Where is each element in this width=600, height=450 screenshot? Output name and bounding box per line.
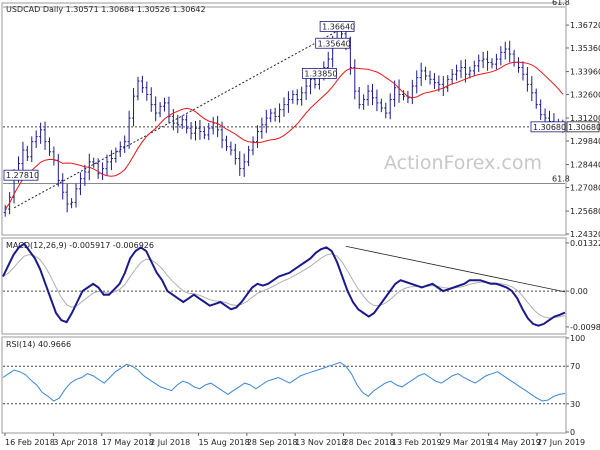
watermark: ActionForex.com bbox=[384, 152, 542, 174]
price-annotation-box bbox=[302, 68, 337, 79]
price-annotation-box bbox=[530, 121, 566, 133]
x-tick-label: 27 Jun 2019 bbox=[537, 438, 585, 447]
macd-y-tick-label: -0.00982 bbox=[570, 323, 600, 332]
rsi-layer: 100 70 30 0 bbox=[2, 334, 585, 437]
price-panel-frame bbox=[1, 2, 567, 236]
moving-average-line bbox=[4, 61, 564, 210]
price-annotation-box bbox=[3, 169, 39, 181]
rsi-line bbox=[2, 361, 566, 402]
price-y-tick-label: 1.29840 bbox=[570, 137, 600, 146]
x-tick-label: 28 Dec 2018 bbox=[344, 438, 395, 447]
x-tick-label: 14 May 2019 bbox=[489, 438, 541, 447]
rsi-y-tick-label: 30 bbox=[570, 400, 580, 409]
x-tick-label: 3 Apr 2018 bbox=[53, 438, 97, 447]
x-tick-label: 15 Aug 2018 bbox=[198, 438, 249, 447]
price-y-tick-label: 1.24320 bbox=[570, 230, 600, 239]
last-price-tag bbox=[566, 121, 600, 133]
rsi-y-tick-label: 70 bbox=[570, 362, 580, 371]
macd-y-tick-label: 0.00 bbox=[570, 287, 588, 296]
macd-signal-line bbox=[2, 253, 566, 319]
price-trendline bbox=[14, 25, 347, 209]
x-tick-label: 16 Feb 2018 bbox=[5, 438, 55, 447]
macd-y-tick-label: 0.013229 bbox=[570, 239, 600, 248]
price-y-tick-label: 1.27080 bbox=[570, 183, 600, 192]
macd-line bbox=[2, 242, 566, 327]
price-annotation-label: 1.30680 bbox=[533, 123, 566, 132]
price-annotation-box bbox=[315, 37, 351, 49]
price-annotation-label: 1.33850 bbox=[304, 69, 337, 78]
price-annotation-label: 1.36640 bbox=[322, 22, 355, 31]
fib-label: 61.8 bbox=[552, 0, 570, 7]
last-price-tag-label: 1.30680 bbox=[568, 123, 600, 132]
x-tick-label: 13 Nov 2018 bbox=[295, 438, 346, 447]
rsi-panel-frame bbox=[1, 336, 567, 434]
price-annotation-label: 1.27810 bbox=[6, 171, 39, 180]
rsi-y-tick-label: 0 bbox=[570, 428, 575, 437]
x-tick-label: 28 Sep 2018 bbox=[247, 438, 298, 447]
macd-panel-frame bbox=[1, 237, 567, 335]
price-annotation-label: 1.35640 bbox=[318, 39, 351, 48]
price-header: USDCAD Daily 1.30571 1.30684 1.30526 1.3… bbox=[6, 5, 206, 14]
price-layer: 1.36720 1.35360 1.33960 1.32600 1.31200 1.298… bbox=[3, 0, 600, 239]
price-y-tick-label: 1.25680 bbox=[570, 207, 600, 216]
rsi-y-tick-label: 100 bbox=[570, 334, 585, 343]
macd-header: MACD(12,26,9) -0.005917 -0.006926 bbox=[6, 241, 154, 250]
x-tick-label: 17 May 2018 bbox=[102, 438, 154, 447]
rsi-header: RSI(14) 40.9666 bbox=[6, 340, 71, 349]
macd-trendline bbox=[345, 245, 566, 293]
price-annotation-box bbox=[319, 21, 355, 32]
price-y-tick-label: 1.28440 bbox=[570, 161, 600, 170]
x-tick-label: 13 Feb 2019 bbox=[392, 438, 442, 447]
x-tick-label: 29 Mar 2019 bbox=[440, 438, 491, 447]
price-y-tick-label: 1.35360 bbox=[570, 44, 600, 53]
fib-label: 61.8 bbox=[552, 174, 570, 183]
price-y-tick-label: 1.36720 bbox=[570, 21, 600, 30]
macd-layer: 0.013229 0.00 -0.00982 bbox=[2, 239, 600, 332]
price-y-tick-label: 1.33960 bbox=[570, 68, 600, 77]
price-y-tick-label: 1.32600 bbox=[570, 90, 600, 99]
x-tick-label: 2 Jul 2018 bbox=[150, 438, 190, 447]
price-y-tick-label: 1.31200 bbox=[570, 114, 600, 123]
